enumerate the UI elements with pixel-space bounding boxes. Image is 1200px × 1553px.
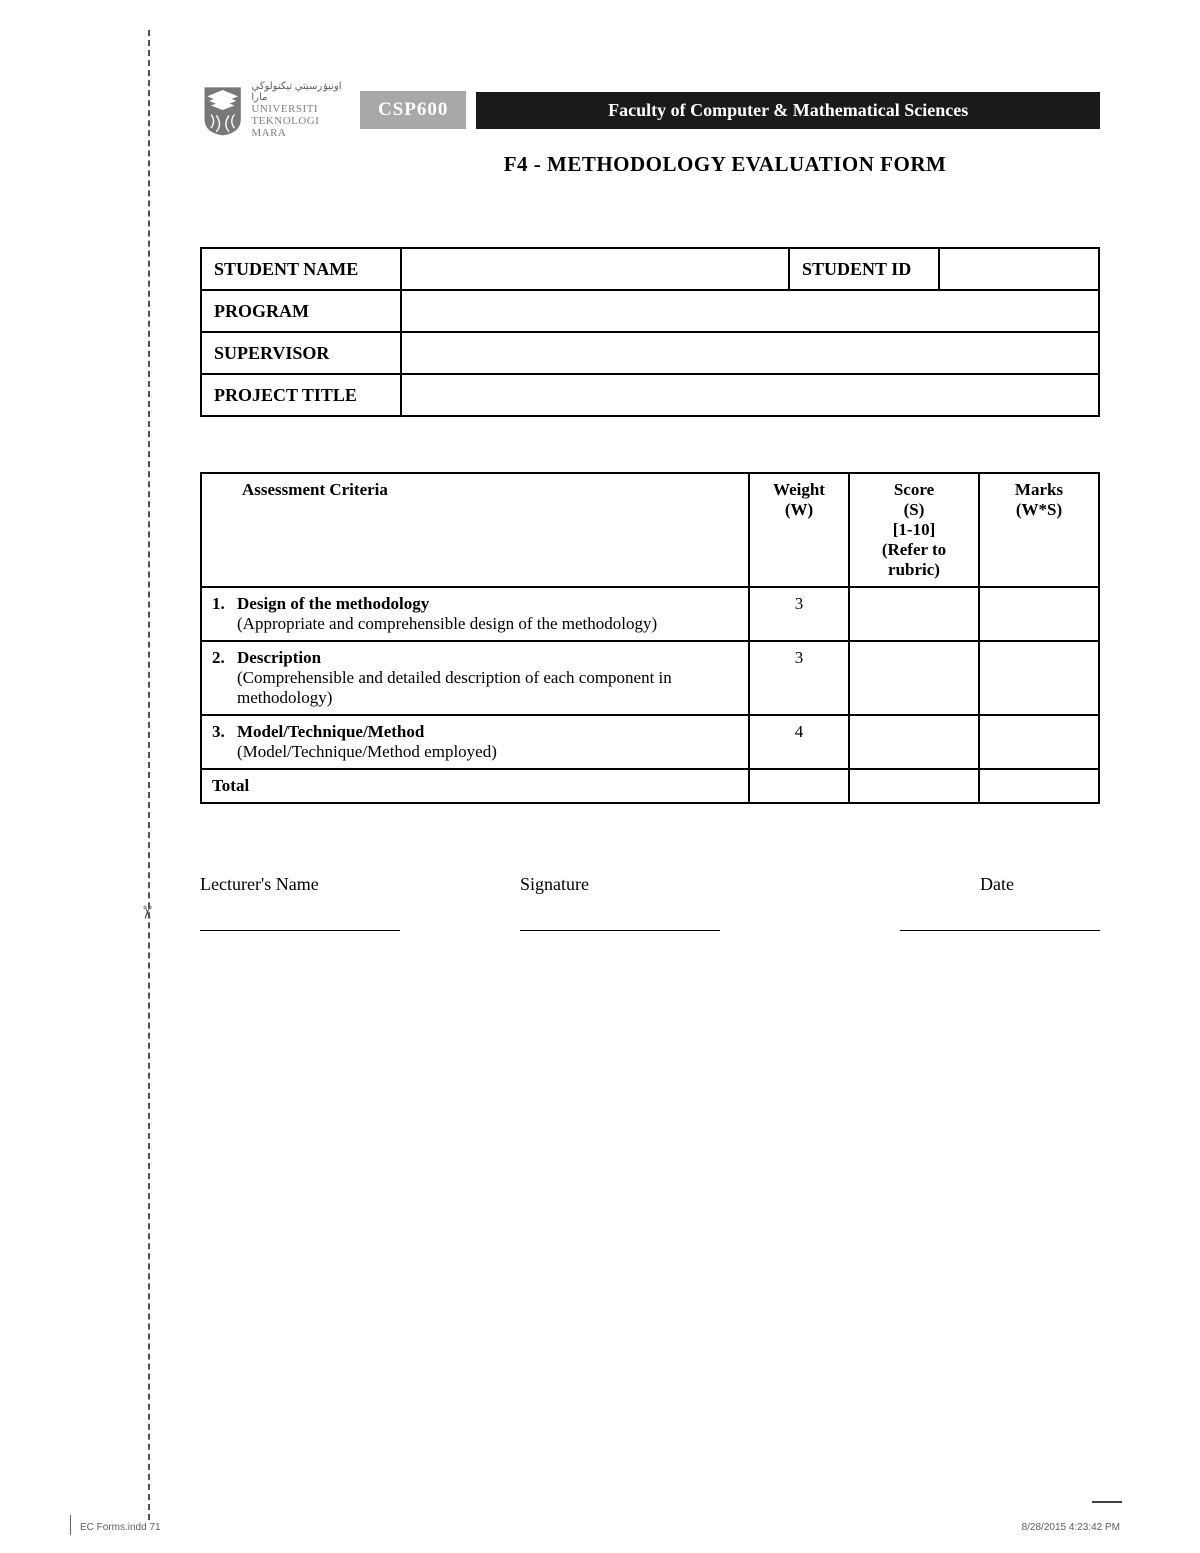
institution-name: اونيۏرسيتي تيكنولوڬي مارا UNIVERSITI TEK… xyxy=(251,81,350,139)
footer-bar xyxy=(70,1515,71,1535)
course-code-box: CSP600 xyxy=(360,91,466,129)
criteria-title: Model/Technique/Method xyxy=(237,722,424,741)
weight-value: 3 xyxy=(749,641,849,715)
score-header: Score(S)[1-10](Refer to rubric) xyxy=(849,473,979,587)
student-info-table: STUDENT NAME STUDENT ID PROGRAM SUPERVIS… xyxy=(200,247,1100,417)
lecturer-name-label: Lecturer's Name xyxy=(200,874,400,895)
cut-line xyxy=(148,30,150,1520)
marks-value xyxy=(979,641,1099,715)
assessment-criteria-table: Assessment Criteria Weight(W) Score(S)[1… xyxy=(200,472,1100,804)
form-title: F4 - METHODOLOGY EVALUATION FORM xyxy=(350,152,1100,177)
signature-block: Lecturer's Name Signature Date xyxy=(200,874,1100,895)
footer-right: 8/28/2015 4:23:42 PM xyxy=(1022,1522,1120,1533)
institution-line2: TEKNOLOGI xyxy=(251,115,350,127)
marks-value xyxy=(979,587,1099,641)
table-row: 1. Design of the methodology(Appropriate… xyxy=(201,587,1099,641)
score-value xyxy=(849,587,979,641)
signature-lines xyxy=(200,930,1100,931)
institution-line3: MARA xyxy=(251,127,350,139)
program-value xyxy=(401,290,1099,332)
faculty-box: Faculty of Computer & Mathematical Scien… xyxy=(476,92,1100,129)
footer-left: EC Forms.indd 71 xyxy=(80,1522,161,1533)
row-number: 2. xyxy=(201,641,231,715)
student-name-value xyxy=(401,248,789,290)
criteria-title: Design of the methodology xyxy=(237,594,429,613)
signature-line xyxy=(520,930,720,931)
project-title-value xyxy=(401,374,1099,416)
scissors-icon: ✂ xyxy=(136,905,157,920)
lecturer-line xyxy=(200,930,400,931)
criteria-header: Assessment Criteria xyxy=(201,473,749,587)
table-row: SUPERVISOR xyxy=(201,332,1099,374)
total-marks xyxy=(979,769,1099,803)
footer-dash xyxy=(1092,1501,1122,1503)
table-row: STUDENT NAME STUDENT ID xyxy=(201,248,1099,290)
date-line xyxy=(900,930,1100,931)
total-row: Total xyxy=(201,769,1099,803)
criteria-desc: Design of the methodology(Appropriate an… xyxy=(231,587,749,641)
program-label: PROGRAM xyxy=(201,290,401,332)
table-header-row: Assessment Criteria Weight(W) Score(S)[1… xyxy=(201,473,1099,587)
criteria-detail: (Model/Technique/Method employed) xyxy=(237,742,497,761)
institution-line1: UNIVERSITI xyxy=(251,103,350,115)
institution-arabic: اونيۏرسيتي تيكنولوڬي مارا xyxy=(251,81,350,103)
supervisor-label: SUPERVISOR xyxy=(201,332,401,374)
row-number: 3. xyxy=(201,715,231,769)
form-header: اونيۏرسيتي تيكنولوڬي مارا UNIVERSITI TEK… xyxy=(200,80,1100,140)
criteria-desc: Model/Technique/Method(Model/Technique/M… xyxy=(231,715,749,769)
weight-header: Weight(W) xyxy=(749,473,849,587)
score-value xyxy=(849,715,979,769)
criteria-desc: Description(Comprehensible and detailed … xyxy=(231,641,749,715)
signature-label: Signature xyxy=(520,874,720,895)
table-row: PROJECT TITLE xyxy=(201,374,1099,416)
total-label: Total xyxy=(201,769,749,803)
total-score xyxy=(849,769,979,803)
table-row: 3. Model/Technique/Method(Model/Techniqu… xyxy=(201,715,1099,769)
date-label: Date xyxy=(900,874,1100,895)
score-value xyxy=(849,641,979,715)
marks-header: Marks(W*S) xyxy=(979,473,1099,587)
table-row: PROGRAM xyxy=(201,290,1099,332)
criteria-title: Description xyxy=(237,648,321,667)
supervisor-value xyxy=(401,332,1099,374)
total-weight xyxy=(749,769,849,803)
student-id-label: STUDENT ID xyxy=(789,248,939,290)
institution-logo-block: اونيۏرسيتي تيكنولوڬي مارا UNIVERSITI TEK… xyxy=(200,80,350,140)
student-id-value xyxy=(939,248,1099,290)
project-title-label: PROJECT TITLE xyxy=(201,374,401,416)
page: ✂ اونيۏرسيتي تيكنولوڬي مارا UNIV xyxy=(0,0,1200,1553)
row-number: 1. xyxy=(201,587,231,641)
uitm-shield-icon xyxy=(200,80,245,140)
student-name-label: STUDENT NAME xyxy=(201,248,401,290)
marks-value xyxy=(979,715,1099,769)
criteria-detail: (Comprehensible and detailed description… xyxy=(237,668,672,707)
weight-value: 3 xyxy=(749,587,849,641)
weight-value: 4 xyxy=(749,715,849,769)
page-footer: EC Forms.indd 71 8/28/2015 4:23:42 PM xyxy=(80,1522,1120,1533)
table-row: 2. Description(Comprehensible and detail… xyxy=(201,641,1099,715)
criteria-detail: (Appropriate and comprehensible design o… xyxy=(237,614,657,633)
